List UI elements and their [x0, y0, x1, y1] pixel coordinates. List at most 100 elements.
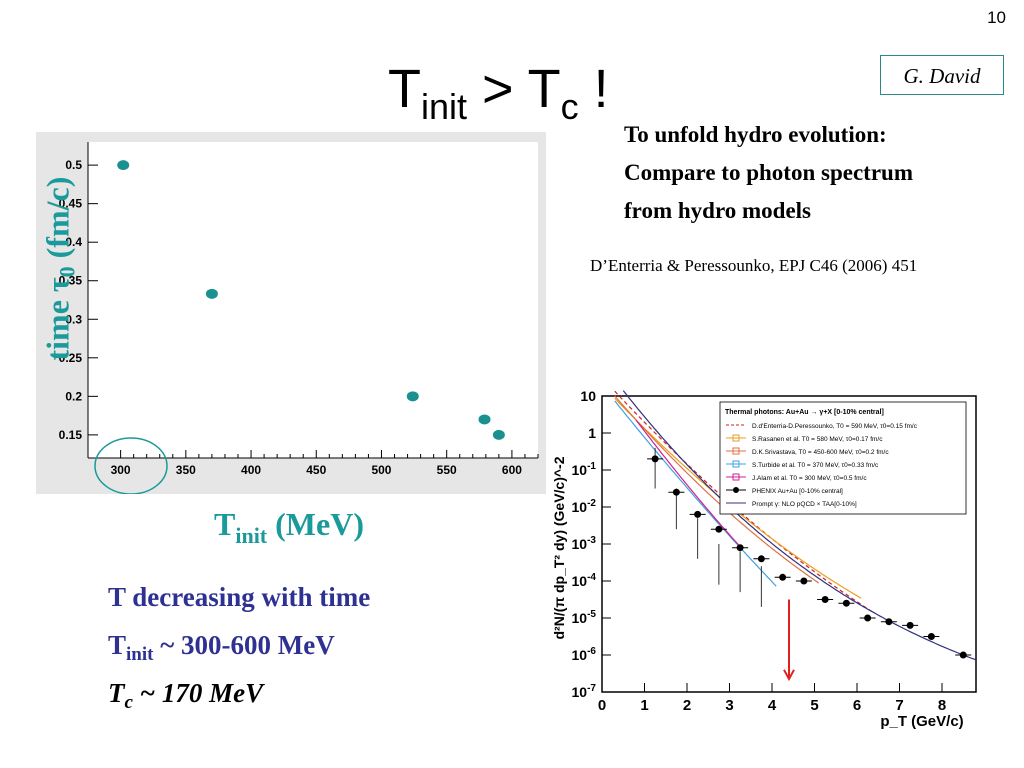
title-sub-init: init: [421, 86, 468, 127]
spectrum-x-tick-label: 6: [853, 697, 861, 714]
legend-marker: [732, 473, 740, 481]
ylabel-main: time τ: [39, 277, 76, 361]
legend-box: [719, 401, 967, 515]
title-t: T: [388, 59, 421, 119]
legend-entry: Prompt γ: NLO pQCD × TAA[0-10%]: [752, 501, 857, 508]
slide-title: Tinit > Tc !: [388, 58, 609, 128]
spectrum-x-tick-label: 4: [768, 697, 777, 714]
legend-title: Thermal photons: Au+Au → γ+X [0-10% cent…: [725, 409, 884, 416]
y-tick-label: 0.2: [65, 389, 82, 403]
xlabel-unit: (MeV): [267, 506, 364, 542]
legend-marker: [732, 434, 740, 442]
legend-marker: [732, 447, 740, 455]
note-line-2: Compare to photon spectrum: [624, 160, 913, 185]
xlabel-main: T: [214, 506, 236, 542]
bullet3-rest: ~ 170 MeV: [132, 678, 264, 708]
phenix-data-point: [651, 455, 659, 463]
x-axis-label: Tinit (MeV): [214, 506, 364, 549]
legend-entry: S.Rasanen et al. T0 = 580 MeV, τ0=0.17 f…: [752, 436, 883, 443]
spectrum-y-tick-label: 10-7: [572, 683, 597, 700]
phenix-data-point: [800, 577, 808, 585]
note-line-3: from hydro models: [624, 198, 811, 223]
data-point: [205, 288, 218, 299]
legend-marker: [733, 487, 739, 493]
red-arrow-head: [783, 669, 795, 682]
model-curve-turbide: [614, 400, 777, 587]
legend-entry: D.d'Enterria-D.Peressounko, T0 = 590 MeV…: [752, 423, 918, 430]
ylabel-sub: 0: [54, 266, 80, 278]
bullet2-rest: ~ 300-600 MeV: [153, 630, 335, 660]
bullet3-sub: c: [124, 692, 133, 713]
phenix-data-point: [927, 633, 935, 640]
reference: D’Enterria & Peressounko, EPJ C46 (2006)…: [590, 256, 918, 275]
note-text: To unfold hydro evolution: Compare to ph…: [624, 116, 1014, 230]
tau-vs-tinit-chart: 300 350 400 450 500 550 6000.150.20.250.30.350…: [36, 132, 546, 494]
tick-exponent: -5: [587, 609, 596, 620]
phenix-data-point: [906, 621, 914, 629]
tick-exponent: -7: [587, 683, 596, 694]
spectrum-x-tick-label: 0: [598, 697, 606, 714]
xlabel-sub: init: [235, 523, 268, 548]
legend-entry: S.Turbide et al. T0 = 370 MeV, τ0=0.33 f…: [752, 462, 879, 469]
phenix-data-point: [694, 510, 702, 518]
photon-spectrum-chart: 0 1 2 3 4 5 6 7 810-710-610-510-410-310-210-1110…: [551, 388, 977, 730]
author-box: G. David: [880, 55, 1004, 95]
x-tick-label: 550: [437, 463, 457, 477]
data-point: [492, 429, 505, 440]
spectrum-x-tick-label: 8: [938, 697, 946, 714]
bullet-2: Tinit ~ 300-600 MeV: [108, 630, 335, 666]
tick-exponent: -2: [587, 498, 596, 509]
spectrum-y-tick-label: 10-1: [572, 461, 597, 478]
legend-entry: D.K.Srivastava, T0 = 450-600 MeV, τ0=0.2…: [752, 449, 889, 456]
y-tick-label: 0.45: [59, 197, 83, 211]
y-tick-label: 0.35: [59, 274, 83, 288]
model-curve-srivastava: [614, 395, 820, 584]
phenix-data-point: [842, 599, 850, 607]
legend-entry: J.Alam et al. T0 = 300 MeV, τ0=0.5 fm/c: [752, 475, 867, 482]
bullet-1: T decreasing with time: [108, 582, 371, 612]
ylabel-unit: (fm/c): [39, 176, 76, 267]
phenix-data-point: [821, 596, 829, 603]
spectrum-y-tick-label: 1: [588, 425, 596, 441]
tick-exponent: -3: [587, 535, 596, 546]
spectrum-y-tick-label: 10-5: [572, 609, 597, 626]
spectrum-y-tick-label: 10-2: [572, 498, 597, 515]
spectrum-y-tick-label: 10-3: [572, 535, 597, 552]
bullet-3: Tc ~ 170 MeV: [108, 678, 263, 714]
y-tick-label: 0.15: [59, 428, 83, 442]
phenix-data-point: [779, 573, 787, 581]
spectrum-y-axis-label: d²N/(π dp_T² dy) (GeV/c)^-2: [551, 456, 567, 639]
legend-marker: [732, 460, 740, 468]
phenix-data-point: [864, 614, 872, 622]
title-excl: !: [578, 59, 609, 119]
phenix-data-point: [672, 488, 680, 496]
x-tick-label: 400: [241, 463, 261, 477]
tick-exponent: -1: [587, 461, 596, 472]
highlight-ellipse: [94, 437, 168, 494]
spectrum-y-tick-label: 10-4: [572, 572, 597, 589]
x-tick-label: 600: [502, 463, 522, 477]
prompt-pqcd-curve: [622, 390, 977, 661]
x-tick-label: 450: [306, 463, 326, 477]
y-tick-label: 0.3: [65, 312, 82, 326]
model-curve-enterria: [614, 390, 875, 614]
note-line-1: To unfold hydro evolution:: [624, 122, 887, 147]
title-gt: > T: [467, 59, 561, 119]
phenix-data-point: [757, 555, 765, 563]
spectrum-x-tick-label: 2: [683, 697, 691, 714]
title-sub-c: c: [560, 86, 579, 127]
y-tick-label: 0.5: [65, 158, 82, 172]
x-tick-label: 350: [176, 463, 196, 477]
spectrum-y-tick-label: 10: [580, 388, 596, 404]
bullet2-t: T: [108, 630, 127, 660]
spectrum-x-tick-label: 5: [810, 697, 818, 714]
y-axis-label: time τ0 (fm/c): [39, 177, 81, 361]
data-point: [478, 414, 491, 425]
y-tick-label: 0.25: [59, 351, 83, 365]
phenix-data-point: [736, 544, 744, 552]
tick-exponent: -6: [587, 646, 596, 657]
spectrum-x-tick-label: 7: [895, 697, 903, 714]
phenix-data-point: [715, 525, 723, 533]
bullet3-t: T: [108, 678, 125, 708]
y-tick-label: 0.4: [65, 235, 82, 249]
